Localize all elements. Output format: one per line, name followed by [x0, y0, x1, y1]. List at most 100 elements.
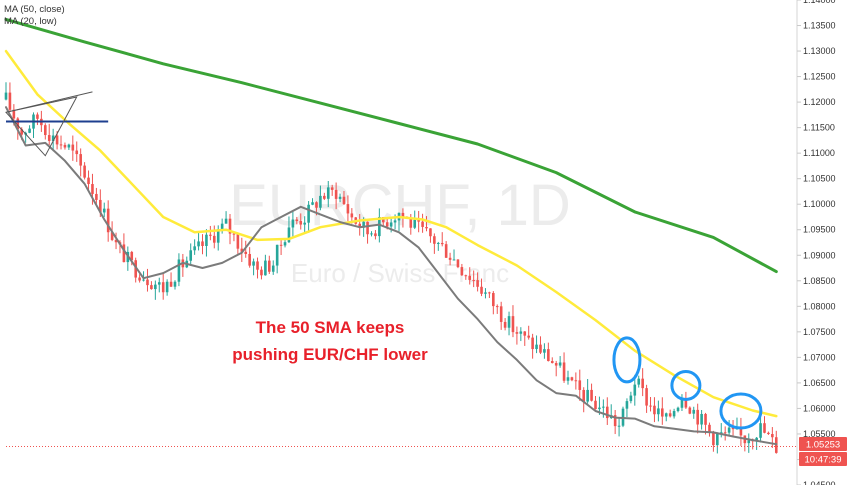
annotation-line-1: The 50 SMA keeps: [256, 318, 405, 337]
candle-body: [12, 109, 16, 119]
candle-body: [275, 244, 279, 266]
candle-body: [75, 150, 79, 155]
candle-body: [389, 222, 393, 227]
candle-body: [413, 219, 417, 228]
last-price-label: 1.05253: [806, 440, 840, 451]
candle-body: [20, 129, 24, 135]
candle-body: [421, 221, 424, 227]
candle-body: [605, 406, 609, 419]
candle-body: [138, 277, 141, 281]
candle-body: [633, 384, 637, 396]
candle-body: [114, 239, 118, 243]
candle-body: [319, 195, 322, 208]
countdown-label: 10:47:39: [805, 455, 842, 466]
ma-50-close-line: [4, 49, 778, 418]
candle-body: [330, 187, 334, 190]
candle-body: [161, 282, 165, 293]
candle-body: [55, 135, 59, 145]
candle-body: [366, 221, 369, 235]
candle-body: [409, 218, 413, 228]
price-tick-label: 1.10500: [803, 174, 836, 184]
candle-body: [519, 331, 523, 334]
candle-body: [28, 128, 31, 133]
candle-body: [763, 423, 766, 433]
candle-body: [598, 407, 601, 410]
candle-body: [205, 234, 208, 246]
candle-body: [326, 187, 330, 199]
price-tick-label: 1.06000: [803, 403, 836, 413]
candle-body: [484, 292, 487, 294]
candle-body: [260, 269, 263, 276]
price-tick-label: 1.12000: [803, 97, 836, 107]
last-price-badge: [799, 437, 847, 451]
candle-body: [684, 399, 688, 408]
triangle-pattern-extension: [5, 91, 93, 113]
candle-body: [566, 377, 570, 381]
candle-body: [417, 219, 420, 222]
candle-body: [291, 219, 295, 228]
price-tick-label: 1.09000: [803, 250, 836, 260]
highlight-circle: [670, 369, 702, 401]
candle-body: [550, 361, 554, 364]
price-tick-label: 1.05500: [803, 429, 836, 439]
candle-body: [661, 408, 664, 417]
candle-body: [91, 184, 94, 194]
price-tick-label: 1.11000: [803, 148, 835, 158]
candle-body: [716, 433, 719, 446]
candle-body: [499, 306, 503, 322]
candle-body: [323, 195, 326, 199]
candle-body: [122, 244, 126, 263]
price-badges: 1.05253 10:47:39: [799, 437, 847, 466]
candle-body: [134, 260, 137, 278]
candle-body: [440, 242, 444, 245]
countdown-badge: [799, 452, 847, 466]
candle-body: [767, 432, 770, 434]
candle-body: [680, 399, 684, 408]
candle-body: [664, 413, 668, 417]
price-tick-label: 1.09500: [803, 225, 836, 235]
candle-body: [495, 306, 499, 308]
candle-body: [468, 275, 472, 280]
candle-body: [83, 165, 86, 178]
candle-body: [401, 212, 405, 217]
candle-body: [189, 250, 193, 261]
candle-body: [649, 405, 652, 407]
candle-body: [87, 177, 90, 185]
candle-body: [193, 246, 196, 251]
candle-body: [582, 389, 586, 402]
candle-body: [16, 118, 20, 130]
candle-body: [236, 234, 240, 249]
candle-body: [197, 241, 200, 247]
candle-body: [570, 377, 574, 381]
candle-body: [547, 349, 550, 362]
candle-body: [617, 425, 621, 427]
triangle-pattern: [5, 96, 78, 157]
candle-body: [433, 236, 436, 244]
candle-body: [613, 415, 617, 427]
candle-body: [539, 344, 542, 353]
candle-body: [47, 135, 51, 141]
candle-body: [110, 232, 114, 240]
candle-body: [299, 221, 303, 225]
ma-200-line: [4, 17, 778, 274]
candle-body: [378, 216, 381, 237]
candle-body: [36, 114, 39, 119]
candle-body: [232, 233, 236, 235]
candle-body: [393, 220, 397, 223]
candle-body: [676, 407, 680, 412]
candle-body: [590, 389, 593, 401]
candle-body: [173, 281, 177, 287]
candle-body: [165, 281, 169, 293]
candle-body: [641, 378, 644, 389]
candle-body: [452, 259, 456, 261]
candle-body: [130, 251, 134, 261]
annotation-line-2: pushing EUR/CHF lower: [232, 345, 428, 364]
candle-body: [515, 332, 519, 334]
ma-20-low-line: [5, 106, 778, 446]
candle-body: [240, 248, 244, 252]
candle-body: [264, 260, 267, 276]
candle-body: [106, 208, 110, 233]
candle-body: [480, 286, 483, 294]
candle-body: [150, 285, 153, 290]
candle-body: [102, 208, 106, 213]
